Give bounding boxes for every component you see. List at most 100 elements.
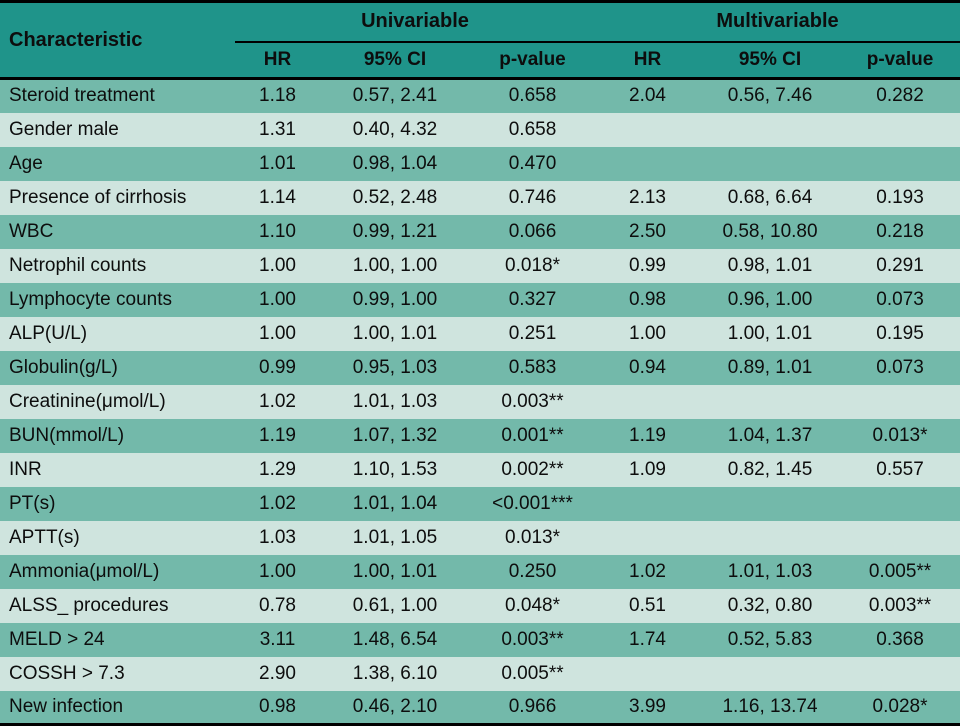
multi-ci-cell: 0.98, 1.01 xyxy=(700,248,841,283)
uni-ci-cell: 0.52, 2.48 xyxy=(320,180,470,215)
uni-ci-cell: 1.01, 1.05 xyxy=(320,520,470,555)
table-row: Netrophil counts 1.00 1.00, 1.00 0.018* … xyxy=(0,248,960,283)
multi-hr-cell: 0.99 xyxy=(595,248,701,283)
multi-pvalue-cell: 0.557 xyxy=(840,452,960,487)
multi-hr-cell: 1.09 xyxy=(595,452,701,487)
multi-ci-cell xyxy=(700,486,841,521)
uni-hr-cell: 3.11 xyxy=(235,622,320,657)
multi-ci-cell: 0.56, 7.46 xyxy=(700,78,841,113)
table-row: COSSH > 7.3 2.90 1.38, 6.10 0.005** xyxy=(0,656,960,691)
multi-hr-cell: 3.99 xyxy=(595,690,701,725)
multi-hr-cell: 2.13 xyxy=(595,180,701,215)
uni-hr-cell: 1.14 xyxy=(235,180,320,215)
multi-pvalue-cell xyxy=(840,486,960,521)
uni-ci-cell: 1.00, 1.00 xyxy=(320,248,470,283)
uni-hr-cell: 1.02 xyxy=(235,384,320,419)
multi-pvalue-cell: 0.282 xyxy=(840,78,960,113)
multi-hr-cell: 1.19 xyxy=(595,418,701,453)
multi-hr-cell: 2.50 xyxy=(595,214,701,249)
table-header: Characteristic Univariable Multivariable… xyxy=(0,1,960,80)
uni-pvalue-cell: <0.001*** xyxy=(470,486,596,521)
multi-ci-cell: 0.82, 1.45 xyxy=(700,452,841,487)
multi-ci-cell: 0.89, 1.01 xyxy=(700,350,841,385)
uni-hr-cell: 1.03 xyxy=(235,520,320,555)
multi-hr-cell xyxy=(595,520,701,555)
row-characteristic-cell: INR xyxy=(0,452,235,487)
multi-pvalue-column-header: p-value xyxy=(840,41,960,80)
uni-pvalue-cell: 0.250 xyxy=(470,554,596,589)
characteristic-column-header: Characteristic xyxy=(0,1,235,80)
table-row: INR 1.29 1.10, 1.53 0.002** 1.09 0.82, 1… xyxy=(0,452,960,487)
row-characteristic-cell: Globulin(g/L) xyxy=(0,350,235,385)
row-characteristic-cell: PT(s) xyxy=(0,486,235,521)
multi-hr-cell xyxy=(595,656,701,691)
multi-ci-cell xyxy=(700,146,841,181)
multi-ci-cell: 0.32, 0.80 xyxy=(700,588,841,623)
multi-hr-cell: 1.74 xyxy=(595,622,701,657)
uni-hr-cell: 2.90 xyxy=(235,656,320,691)
multi-hr-cell: 2.04 xyxy=(595,78,701,113)
multi-hr-cell xyxy=(595,112,701,147)
multi-pvalue-cell xyxy=(840,520,960,555)
row-characteristic-cell: Creatinine(μmol/L) xyxy=(0,384,235,419)
uni-hr-cell: 1.31 xyxy=(235,112,320,147)
multi-pvalue-cell xyxy=(840,146,960,181)
table-row: Age 1.01 0.98, 1.04 0.470 xyxy=(0,146,960,181)
uni-pvalue-cell: 0.048* xyxy=(470,588,596,623)
table-row: Steroid treatment 1.18 0.57, 2.41 0.658 … xyxy=(0,78,960,113)
multi-ci-cell: 0.96, 1.00 xyxy=(700,282,841,317)
table-row: MELD > 24 3.11 1.48, 6.54 0.003** 1.74 0… xyxy=(0,622,960,657)
uni-pvalue-cell: 0.658 xyxy=(470,112,596,147)
multi-ci-cell: 0.58, 10.80 xyxy=(700,214,841,249)
uni-pvalue-cell: 0.003** xyxy=(470,622,596,657)
uni-hr-cell: 1.00 xyxy=(235,248,320,283)
uni-pvalue-cell: 0.005** xyxy=(470,656,596,691)
uni-ci-cell: 1.38, 6.10 xyxy=(320,656,470,691)
uni-ci-cell: 1.00, 1.01 xyxy=(320,316,470,351)
multi-hr-cell xyxy=(595,486,701,521)
uni-hr-cell: 1.02 xyxy=(235,486,320,521)
uni-ci-cell: 0.46, 2.10 xyxy=(320,690,470,725)
sub-header-row: HR 95% CI p-value HR 95% CI p-value xyxy=(0,41,960,80)
uni-ci-cell: 0.61, 1.00 xyxy=(320,588,470,623)
row-characteristic-cell: COSSH > 7.3 xyxy=(0,656,235,691)
multi-ci-cell: 1.16, 13.74 xyxy=(700,690,841,725)
multi-pvalue-cell xyxy=(840,112,960,147)
multivariable-group-header: Multivariable xyxy=(595,1,960,43)
multi-ci-cell: 1.00, 1.01 xyxy=(700,316,841,351)
multi-hr-cell xyxy=(595,384,701,419)
row-characteristic-cell: Ammonia(μmol/L) xyxy=(0,554,235,589)
table-row: Globulin(g/L) 0.99 0.95, 1.03 0.583 0.94… xyxy=(0,350,960,385)
multi-hr-cell: 1.02 xyxy=(595,554,701,589)
uni-pvalue-cell: 0.003** xyxy=(470,384,596,419)
uni-hr-cell: 1.00 xyxy=(235,282,320,317)
row-characteristic-cell: Presence of cirrhosis xyxy=(0,180,235,215)
uni-ci-cell: 0.57, 2.41 xyxy=(320,78,470,113)
row-characteristic-cell: Age xyxy=(0,146,235,181)
uni-hr-column-header: HR xyxy=(235,41,320,80)
multi-ci-cell: 0.52, 5.83 xyxy=(700,622,841,657)
multi-hr-cell: 1.00 xyxy=(595,316,701,351)
multi-ci-cell: 0.68, 6.64 xyxy=(700,180,841,215)
multi-hr-cell: 0.98 xyxy=(595,282,701,317)
uni-ci-cell: 0.40, 4.32 xyxy=(320,112,470,147)
uni-hr-cell: 1.29 xyxy=(235,452,320,487)
row-characteristic-cell: Lymphocyte counts xyxy=(0,282,235,317)
table-row: ALSS_ procedures 0.78 0.61, 1.00 0.048* … xyxy=(0,588,960,623)
table-row: New infection 0.98 0.46, 2.10 0.966 3.99… xyxy=(0,690,960,725)
row-characteristic-cell: New infection xyxy=(0,690,235,725)
row-characteristic-cell: BUN(mmol/L) xyxy=(0,418,235,453)
uni-ci-cell: 0.95, 1.03 xyxy=(320,350,470,385)
multi-pvalue-cell xyxy=(840,384,960,419)
row-characteristic-cell: ALSS_ procedures xyxy=(0,588,235,623)
uni-ci-cell: 0.98, 1.04 xyxy=(320,146,470,181)
multi-pvalue-cell: 0.073 xyxy=(840,350,960,385)
row-characteristic-cell: Steroid treatment xyxy=(0,78,235,113)
uni-pvalue-cell: 0.066 xyxy=(470,214,596,249)
uni-hr-cell: 0.78 xyxy=(235,588,320,623)
multi-hr-column-header: HR xyxy=(595,41,701,80)
table-row: Gender male 1.31 0.40, 4.32 0.658 xyxy=(0,112,960,147)
uni-hr-cell: 0.98 xyxy=(235,690,320,725)
univariable-group-header: Univariable xyxy=(235,1,596,43)
